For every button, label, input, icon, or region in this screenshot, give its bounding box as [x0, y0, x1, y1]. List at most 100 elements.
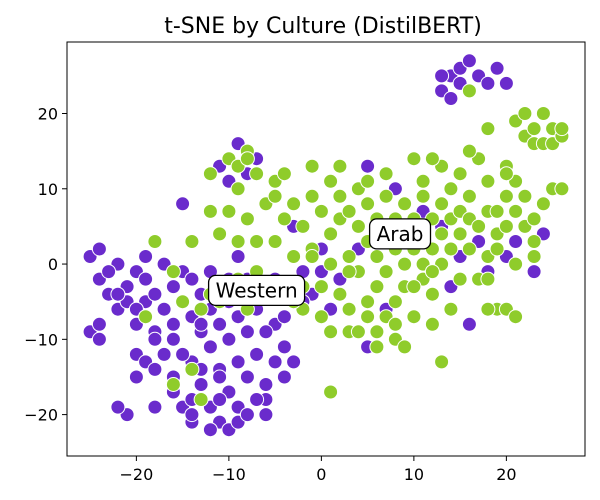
scatter-point	[230, 354, 246, 370]
cluster-label: Arab	[377, 222, 424, 246]
scatter-point	[369, 279, 385, 295]
scatter-point	[378, 264, 394, 280]
scatter-point	[165, 316, 181, 332]
scatter-point	[517, 188, 533, 204]
scatter-point	[461, 83, 477, 99]
scatter-point	[517, 106, 533, 121]
scatter-point	[230, 181, 246, 197]
scatter-point	[258, 324, 274, 340]
scatter-point	[147, 331, 163, 347]
scatter-point	[323, 256, 339, 272]
scatter-point	[498, 218, 514, 234]
scatter-point	[221, 203, 237, 219]
scatter-point	[323, 226, 339, 242]
scatter-point	[147, 361, 163, 377]
scatter-point	[91, 241, 107, 257]
scatter-point	[508, 203, 524, 219]
scatter-point	[249, 346, 265, 362]
scatter-point	[406, 151, 422, 167]
scatter-point	[360, 158, 376, 174]
scatter-point	[286, 354, 302, 370]
y-tick-label: −20	[24, 406, 58, 425]
scatter-point	[286, 196, 302, 212]
scatter-point	[239, 369, 255, 385]
scatter-point	[369, 324, 385, 340]
scatter-point	[452, 226, 468, 242]
scatter-point	[350, 324, 366, 340]
scatter-point	[461, 53, 477, 69]
scatter-point	[212, 316, 228, 332]
scatter-point	[332, 286, 348, 302]
scatter-point	[424, 316, 440, 332]
y-tick-label: 20	[38, 105, 58, 124]
scatter-point	[480, 301, 496, 317]
scatter-point	[304, 188, 320, 204]
scatter-point	[239, 151, 255, 167]
scatter-point	[175, 294, 191, 310]
y-tick-label: −10	[24, 330, 58, 349]
scatter-point	[91, 331, 107, 347]
scatter-point	[138, 271, 154, 287]
scatter-point	[461, 143, 477, 159]
scatter-point	[526, 211, 542, 227]
scatter-point	[369, 249, 385, 264]
scatter-point	[313, 203, 329, 219]
scatter-point	[489, 241, 505, 257]
scatter-point	[360, 309, 376, 325]
scatter-point	[461, 316, 477, 332]
scatter-point	[341, 264, 357, 280]
chart-title: t-SNE by Culture (DistilBERT)	[164, 14, 482, 39]
scatter-point	[360, 294, 376, 310]
scatter-point	[489, 60, 505, 76]
scatter-point	[276, 309, 292, 325]
scatter-point	[424, 264, 440, 280]
scatter-point	[415, 173, 431, 189]
scatter-point	[397, 339, 413, 355]
scatter-point	[249, 166, 265, 182]
scatter-point	[165, 331, 181, 347]
scatter-point	[397, 196, 413, 212]
scatter-point	[212, 226, 228, 242]
scatter-point	[443, 91, 459, 106]
scatter-point	[498, 166, 514, 182]
scatter-point	[101, 264, 117, 280]
scatter-point	[258, 407, 274, 423]
scatter-point	[286, 249, 302, 264]
scatter-point	[239, 407, 255, 423]
scatter-point	[276, 339, 292, 355]
scatter-point	[369, 339, 385, 355]
cluster-annotation: Western	[207, 274, 306, 307]
scatter-point	[461, 188, 477, 204]
scatter-point	[202, 422, 218, 438]
scatter-point	[424, 286, 440, 302]
scatter-point	[443, 241, 459, 257]
scatter-point	[341, 301, 357, 317]
scatter-point	[508, 234, 524, 249]
scatter-point	[156, 301, 172, 317]
scatter-point	[471, 218, 487, 234]
cluster-annotation: Arab	[368, 218, 432, 250]
scatter-point	[498, 75, 514, 91]
scatter-point	[480, 75, 496, 91]
scatter-point	[434, 354, 450, 370]
scatter-point	[526, 249, 542, 264]
scatter-point	[406, 309, 422, 325]
scatter-point	[230, 234, 246, 249]
annotation-box	[368, 218, 432, 250]
scatter-point	[406, 279, 422, 295]
scatter-point	[184, 407, 200, 423]
scatter-point	[434, 68, 450, 84]
scatter-point	[350, 218, 366, 234]
x-tick-label: −20	[119, 465, 153, 484]
scatter-point	[341, 203, 357, 219]
scatter-point	[508, 309, 524, 325]
scatter-point	[147, 399, 163, 415]
scatter-point	[175, 346, 191, 362]
ticks-layer: −20 −10 0 10 20 −20 −10 0 10 20	[24, 105, 516, 484]
scatter-point	[249, 392, 265, 407]
y-tick-label: 0	[48, 255, 58, 274]
scatter-point	[110, 286, 126, 302]
scatter-point	[415, 188, 431, 204]
scatter-point	[360, 173, 376, 189]
scatter-point	[295, 218, 311, 234]
